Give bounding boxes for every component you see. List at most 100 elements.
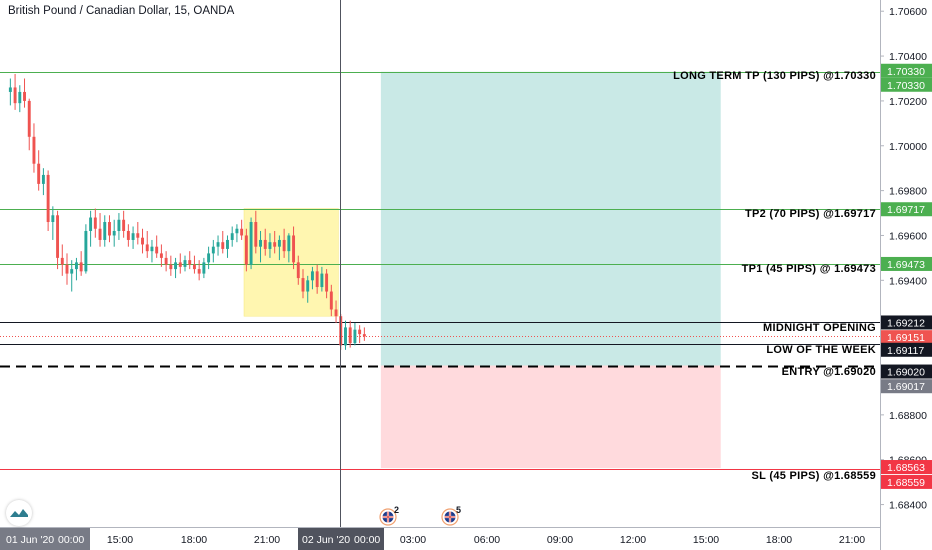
- time-axis: [0, 527, 880, 550]
- candle-body: [126, 230, 130, 240]
- label-low-of-week: LOW OF THE WEEK: [766, 344, 876, 356]
- entry-badge-label: 1.69020: [887, 367, 925, 379]
- candle-body: [277, 239, 281, 247]
- candle-body: [244, 235, 248, 265]
- candle-body: [117, 219, 121, 231]
- candle-body: [122, 219, 126, 231]
- tp2-badge: [881, 202, 932, 217]
- candle-body: [358, 329, 362, 335]
- time-tick-label: 09:00: [547, 534, 573, 546]
- candle-body: [65, 264, 69, 274]
- label-tp1: TP1 (45 PIPS) @ 1.69473: [741, 263, 876, 275]
- tradingview-logo-icon[interactable]: [6, 500, 32, 526]
- date-label-bg-1: [0, 528, 90, 550]
- price-tick-label: 1.70400: [889, 51, 927, 63]
- candle-body: [32, 136, 36, 164]
- candle-body: [202, 262, 206, 274]
- price-tick-label: 1.70200: [889, 96, 927, 108]
- candle-body: [79, 262, 83, 272]
- candle-body: [240, 228, 244, 236]
- candle-body: [287, 235, 291, 252]
- candle-body: [56, 215, 60, 258]
- long-term-tp-badge-label: 1.70330: [887, 66, 925, 78]
- candle-body: [155, 246, 159, 254]
- time-tick-label: 15:00: [107, 534, 133, 546]
- candle-body: [84, 230, 88, 272]
- label-midnight-opening: MIDNIGHT OPENING: [763, 322, 876, 334]
- candle-body: [141, 237, 144, 245]
- candle-body: [183, 260, 187, 267]
- candle-body: [296, 262, 300, 279]
- midnight-opening-badge-label: 1.69212: [887, 317, 925, 329]
- label-tp2: TP2 (70 PIPS) @1.69717: [744, 208, 876, 220]
- candle-body: [207, 253, 211, 263]
- candle-body: [329, 291, 333, 310]
- entry-stop-badge-label: 1.69017: [887, 381, 925, 393]
- crosshair-time-label: 00:00: [354, 534, 380, 546]
- candle-body: [93, 217, 97, 229]
- time-tick-label: 21:00: [839, 534, 865, 546]
- candle-body: [51, 215, 55, 223]
- candle-body: [18, 91, 22, 104]
- label-sl: SL (45 PIPS) @1.68559: [751, 470, 876, 482]
- candle-body: [315, 271, 319, 288]
- candle-body: [235, 228, 239, 234]
- low-of-week-badge-label: 1.69117: [887, 345, 924, 357]
- candle-body: [353, 329, 357, 344]
- time-tick-label: 18:00: [766, 534, 792, 546]
- stop-zone: [380, 365, 721, 469]
- time-tick-label: 03:00: [400, 534, 426, 546]
- crosshair-date-label: 02 Jun '20: [302, 534, 350, 546]
- long-term-tp-2-badge-label: 1.70330: [887, 80, 925, 92]
- candle-body: [263, 239, 267, 249]
- candle-body: [145, 244, 149, 252]
- candle-body: [273, 242, 277, 247]
- candle-body: [178, 262, 182, 267]
- time-tick-label: 12:00: [620, 534, 646, 546]
- candle-body: [282, 239, 286, 252]
- candle-body: [164, 257, 168, 265]
- candle-body: [192, 264, 196, 270]
- tp2-badge-label: 1.69717: [887, 204, 925, 216]
- sl-badge: [881, 474, 932, 489]
- candle-body: [226, 239, 229, 249]
- target-zone: [380, 71, 721, 366]
- opening-range-box: [243, 208, 339, 317]
- candle-body: [27, 100, 31, 137]
- symbol-title[interactable]: British Pound / Canadian Dollar, 15, OAN…: [8, 5, 235, 17]
- event-marker[interactable]: 2: [379, 505, 399, 526]
- event-marker[interactable]: 5: [441, 505, 461, 526]
- label-entry: ENTRY @1.69020: [781, 366, 876, 378]
- long-term-tp-badge: [881, 63, 932, 78]
- price-tick-label: 1.68800: [889, 410, 927, 422]
- candle-body: [320, 273, 324, 288]
- candle-body: [211, 246, 215, 254]
- tp1-badge: [881, 256, 932, 271]
- price-tick-label: 1.70000: [889, 141, 927, 153]
- current-price-badge-label: 1.69151: [887, 332, 925, 344]
- date-label-1: 01 Jun '20: [6, 534, 54, 546]
- tp1-badge-label: 1.69473: [887, 259, 925, 271]
- price-tick-label: 1.69800: [889, 186, 927, 198]
- sl-zone-edge-badge-label: 1.68563: [887, 462, 925, 474]
- current-price-badge: [881, 330, 932, 345]
- price-tick-label: 1.69400: [889, 275, 927, 287]
- time-tick-label: 15:00: [693, 534, 719, 546]
- candle-body: [174, 262, 178, 270]
- candle-body: [23, 91, 26, 101]
- candle-body: [221, 242, 225, 249]
- time-tick-label: 18:00: [181, 534, 207, 546]
- candle-body: [70, 269, 74, 274]
- candle-body: [112, 230, 116, 236]
- label-long-term-tp: LONG TERM TP (130 PIPS) @1.70330: [673, 70, 876, 82]
- event-count: 2: [394, 505, 399, 515]
- candle-body: [98, 228, 102, 240]
- low-of-week-badge: [881, 342, 932, 357]
- candle-body: [216, 242, 220, 247]
- candle-body: [259, 239, 262, 247]
- candle-body: [292, 235, 296, 263]
- event-count: 5: [456, 505, 461, 515]
- entry-badge: [881, 364, 932, 379]
